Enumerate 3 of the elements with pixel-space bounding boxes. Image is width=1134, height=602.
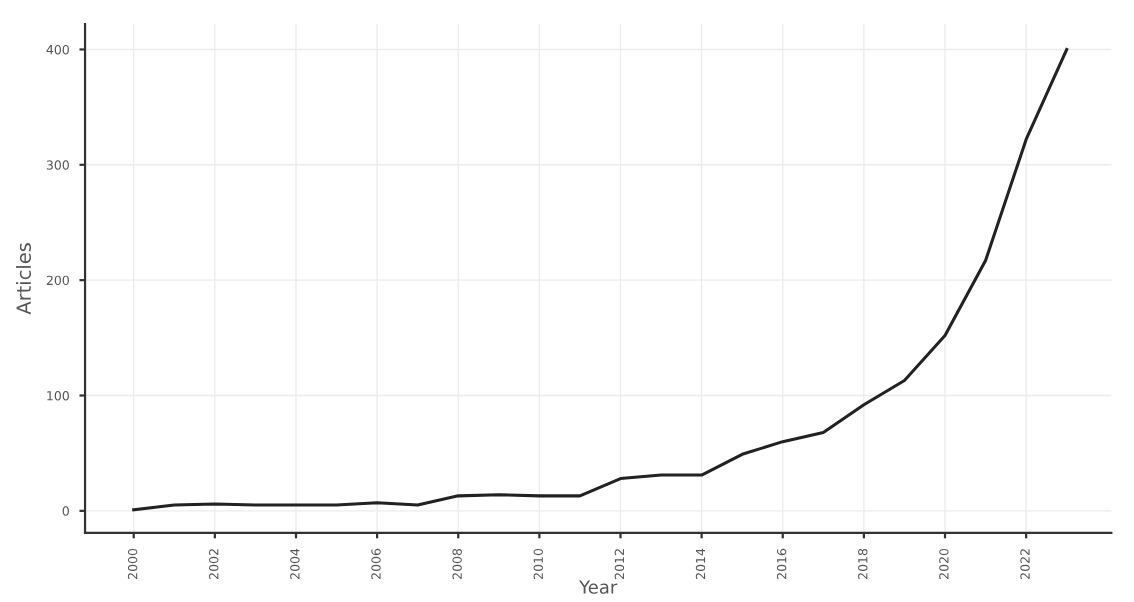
y-axis-title: Articles xyxy=(15,243,32,315)
x-axis-title: Year xyxy=(579,580,618,594)
line-series xyxy=(132,47,1069,512)
